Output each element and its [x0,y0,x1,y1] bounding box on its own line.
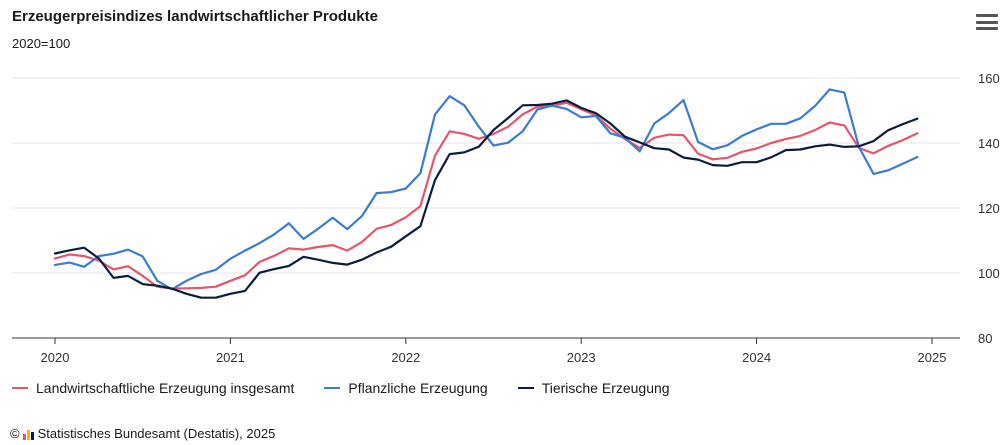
x-tick-label: 2020 [41,350,70,365]
series-line-animal [53,99,919,299]
legend-swatch-total [12,386,28,390]
legend: Landwirtschaftliche Erzeugung insgesamt … [12,380,670,396]
y-tick-label: 160 [978,71,1000,86]
legend-label-animal: Tierische Erzeugung [541,380,670,396]
legend-label-plant: Pflanzliche Erzeugung [348,380,488,396]
line-chart: 80 100 120 140 160 2020 2021 2022 2023 2024 2025 [12,71,1000,365]
x-tick-label: 2022 [391,350,420,365]
x-tick-label: 2024 [742,350,771,365]
y-tick-label: 120 [978,201,1000,216]
legend-item-total[interactable]: Landwirtschaftliche Erzeugung insgesamt [12,380,294,396]
x-tick-label: 2025 [918,350,947,365]
legend-item-plant[interactable]: Pflanzliche Erzeugung [324,380,488,396]
copyright-symbol: © [10,426,20,441]
legend-swatch-animal [517,386,534,390]
y-tick-label: 140 [978,136,1000,151]
destatis-logo-icon [22,428,34,440]
legend-item-animal[interactable]: Tierische Erzeugung [517,380,670,396]
x-tick-label: 2021 [216,350,245,365]
source-text: Statistisches Bundesamt (Destatis), 2025 [37,426,276,441]
legend-swatch-plant [324,386,341,390]
y-tick-label: 80 [978,331,992,346]
x-axis: 2020 2021 2022 2023 2024 2025 [12,337,960,365]
series-line-total [53,101,919,290]
y-tick-label: 100 [978,266,1000,281]
chart-title: Erzeugerpreisindizes landwirtschaftliche… [12,8,378,25]
y-axis-ticks: 80 100 120 140 160 [978,71,1000,346]
x-tick-label: 2023 [567,350,596,365]
series-lines [53,88,919,299]
series-line-plant [53,88,919,291]
grid-lines [12,77,960,274]
chart-subtitle: 2020=100 [12,36,71,51]
source-line: © Statistisches Bundesamt (Destatis), 20… [10,426,275,441]
legend-label-total: Landwirtschaftliche Erzeugung insgesamt [36,380,295,396]
hamburger-menu-icon[interactable] [976,14,998,34]
